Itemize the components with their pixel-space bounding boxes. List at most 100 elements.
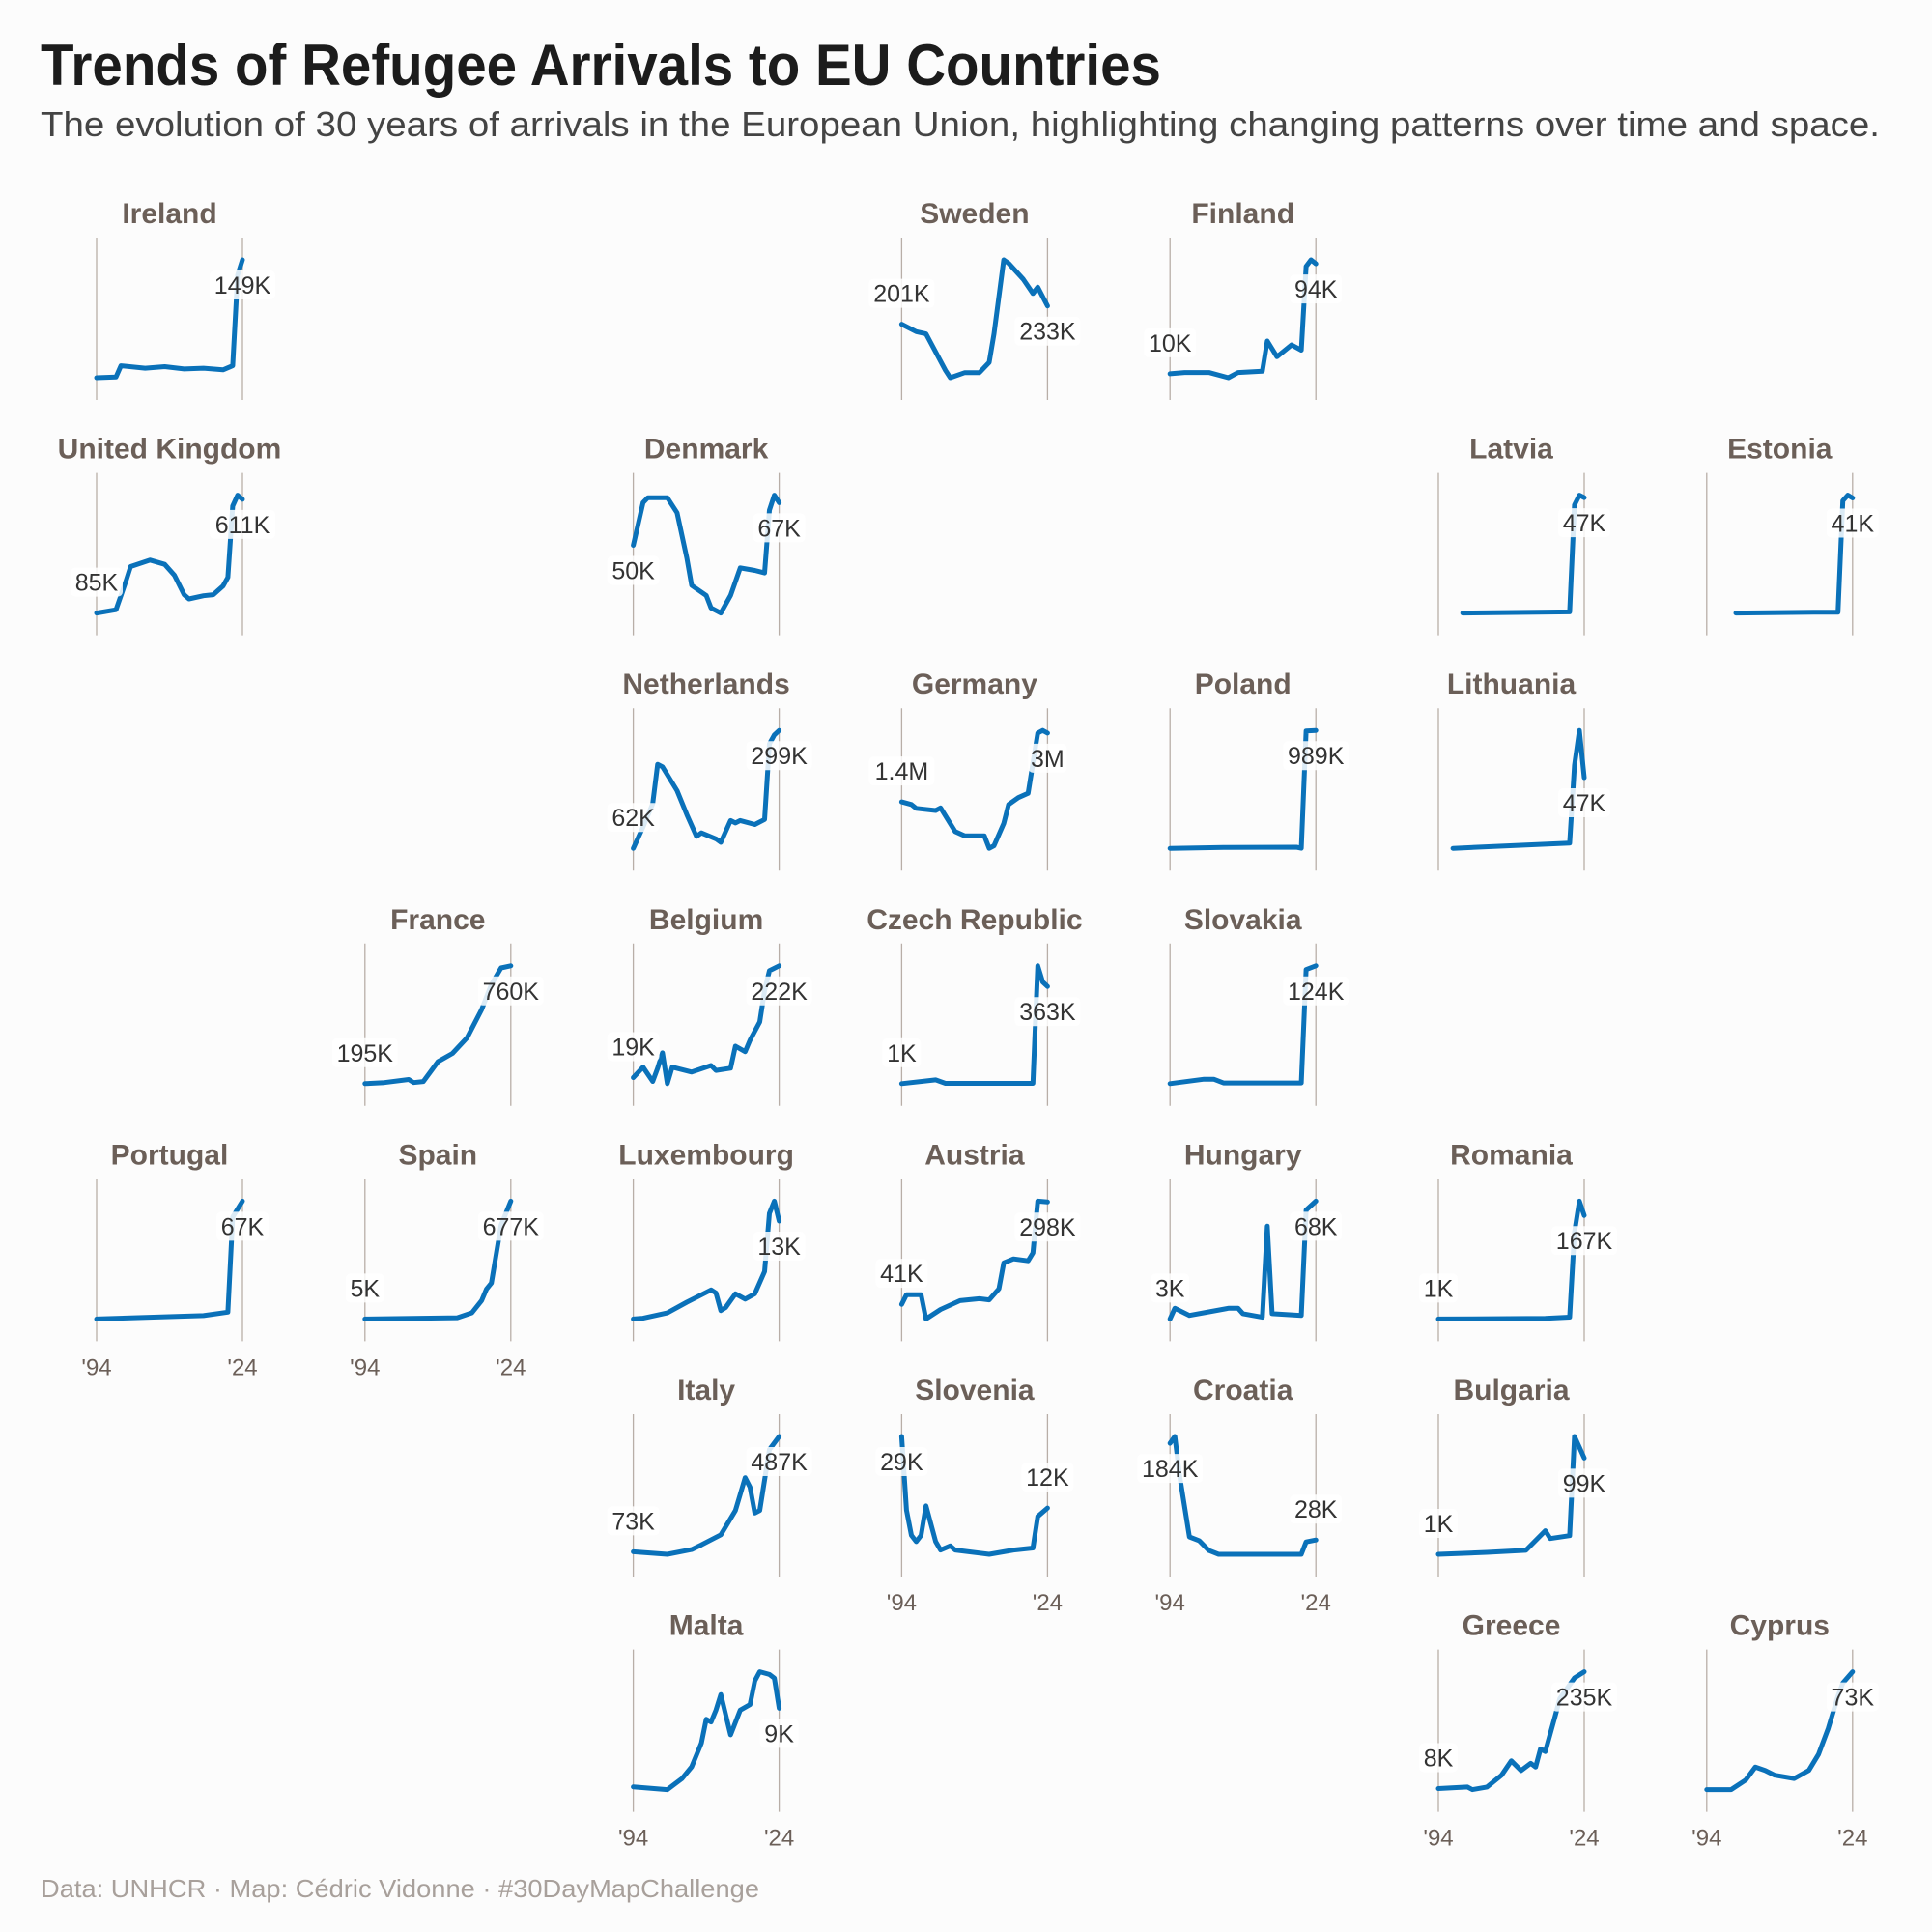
x-tick-label-start: '94	[1423, 1826, 1453, 1852]
end-value-label: 28K	[1294, 1496, 1338, 1523]
start-value-label: 62K	[611, 805, 655, 832]
end-value-label: 677K	[483, 1213, 540, 1240]
country-label: Greece	[1463, 1610, 1561, 1642]
end-value-label-halo	[1558, 508, 1610, 538]
country-label: Estonia	[1727, 434, 1833, 466]
x-tick-label-end: '24	[496, 1354, 526, 1380]
series-line-hungary	[1167, 1198, 1319, 1321]
start-value-label-halo	[1144, 327, 1197, 357]
start-value-label-halo	[882, 1037, 922, 1067]
panel-denmark: Denmark 50K 67K	[607, 434, 806, 636]
end-value-label: 363K	[1019, 999, 1076, 1026]
end-value-label: 68K	[1294, 1213, 1338, 1240]
end-value-label: 222K	[751, 979, 808, 1006]
panel-poland: Poland 989K	[1167, 668, 1350, 871]
start-value-label: 1.4M	[875, 758, 929, 785]
panel-netherlands: Netherlands 62K 299K	[607, 668, 812, 871]
panel-slovenia: Slovenia 29K 12K '94 '24	[875, 1375, 1074, 1616]
start-value-label: 10K	[1149, 330, 1192, 357]
series-line-estonia	[1733, 493, 1856, 616]
panel-france: France 195K 760K	[331, 904, 544, 1106]
panel-lithuania: Lithuania 47K	[1437, 668, 1610, 871]
end-value-label-halo	[477, 1211, 544, 1241]
series-line-slovenia	[898, 1434, 1050, 1557]
end-value-label: 47K	[1563, 510, 1606, 537]
start-value-label-halo	[607, 1032, 660, 1062]
x-tick-label-start: '94	[1155, 1590, 1185, 1616]
panel-portugal: Portugal 67K '94 '24	[81, 1139, 269, 1380]
panel-italy: Italy 73K 487K	[607, 1375, 812, 1577]
panel-finland: Finland 10K 94K	[1144, 198, 1343, 400]
x-tick-label-start: '94	[1691, 1826, 1721, 1852]
start-value-label-halo	[875, 1259, 928, 1289]
panel-greece: Greece 8K 235K '94 '24	[1419, 1610, 1617, 1852]
panel-luxembourg: Luxembourg 13K	[618, 1139, 806, 1342]
end-value-label-halo	[1014, 997, 1081, 1027]
country-label: Cyprus	[1730, 1610, 1830, 1642]
country-label: Slovenia	[915, 1375, 1035, 1406]
end-value-label: 235K	[1556, 1685, 1613, 1712]
panel-austria: Austria 41K 298K	[875, 1139, 1081, 1342]
x-tick-label-end: '24	[1569, 1826, 1599, 1852]
country-label: Sweden	[920, 198, 1029, 230]
start-value-label-halo	[607, 555, 660, 585]
series-line-czech-republic	[898, 963, 1050, 1087]
end-value-label-halo	[1558, 788, 1610, 817]
country-label: United Kingdom	[58, 434, 282, 466]
start-value-label-halo	[345, 1273, 384, 1303]
end-value-label: 67K	[221, 1213, 265, 1240]
x-tick-label-end: '24	[1033, 1590, 1063, 1616]
end-value-label: 989K	[1288, 743, 1345, 770]
panel-sweden: Sweden 201K 233K	[868, 198, 1081, 400]
end-value-label-halo	[753, 1231, 806, 1261]
series-line-netherlands	[631, 727, 782, 851]
panel-cyprus: Cyprus 73K '94 '24	[1691, 1610, 1879, 1852]
panel-belgium: Belgium 19K 222K	[607, 904, 812, 1106]
end-value-label: 9K	[764, 1720, 794, 1747]
start-value-label: 41K	[880, 1261, 923, 1288]
end-value-label-halo	[1826, 508, 1879, 538]
series-line-austria	[898, 1198, 1050, 1321]
end-value-label-halo	[746, 741, 812, 771]
start-value-label-halo	[1151, 1273, 1190, 1303]
x-tick-label-end: '24	[764, 1826, 794, 1852]
start-value-label: 1K	[887, 1040, 917, 1067]
start-value-label: 73K	[611, 1508, 655, 1535]
series-line-belgium	[631, 963, 782, 1087]
end-value-label: 233K	[1019, 319, 1076, 346]
end-value-label-halo	[746, 976, 812, 1006]
start-value-label-halo	[868, 756, 935, 786]
end-value-label-halo	[216, 1211, 269, 1241]
end-value-label: 99K	[1563, 1470, 1606, 1497]
end-value-label-halo	[1028, 743, 1067, 773]
end-value-label-halo	[759, 1719, 799, 1748]
end-value-label-halo	[1290, 1494, 1343, 1524]
start-value-label: 5K	[351, 1275, 381, 1302]
start-value-label: 201K	[873, 281, 930, 308]
country-label: Italy	[677, 1375, 735, 1406]
panel-czech-republic: Czech Republic 1K 363K	[867, 904, 1083, 1106]
x-tick-label-end: '24	[1301, 1590, 1331, 1616]
end-value-label: 298K	[1019, 1214, 1076, 1241]
end-value-label-halo	[753, 513, 806, 543]
end-value-label-halo	[1551, 1682, 1617, 1712]
end-value-label: 149K	[214, 272, 271, 299]
series-line-slovakia	[1167, 963, 1319, 1087]
series-line-finland	[1167, 257, 1319, 381]
end-value-label: 487K	[751, 1449, 808, 1476]
x-tick-label-start: '94	[618, 1826, 648, 1852]
end-value-label-halo	[1826, 1682, 1879, 1712]
series-line-poland	[1167, 727, 1319, 851]
panel-romania: Romania 1K 167K	[1419, 1139, 1617, 1342]
panel-slovakia: Slovakia 124K	[1167, 904, 1350, 1106]
start-value-label: 19K	[611, 1035, 655, 1062]
country-label: Poland	[1195, 668, 1292, 700]
end-value-label: 611K	[215, 512, 270, 539]
start-value-label-halo	[607, 1506, 660, 1536]
start-value-label-halo	[1419, 1743, 1458, 1773]
start-value-label-halo	[1419, 1509, 1458, 1538]
country-label: Denmark	[644, 434, 769, 466]
panel-malta: Malta 9K '94 '24	[618, 1610, 799, 1852]
